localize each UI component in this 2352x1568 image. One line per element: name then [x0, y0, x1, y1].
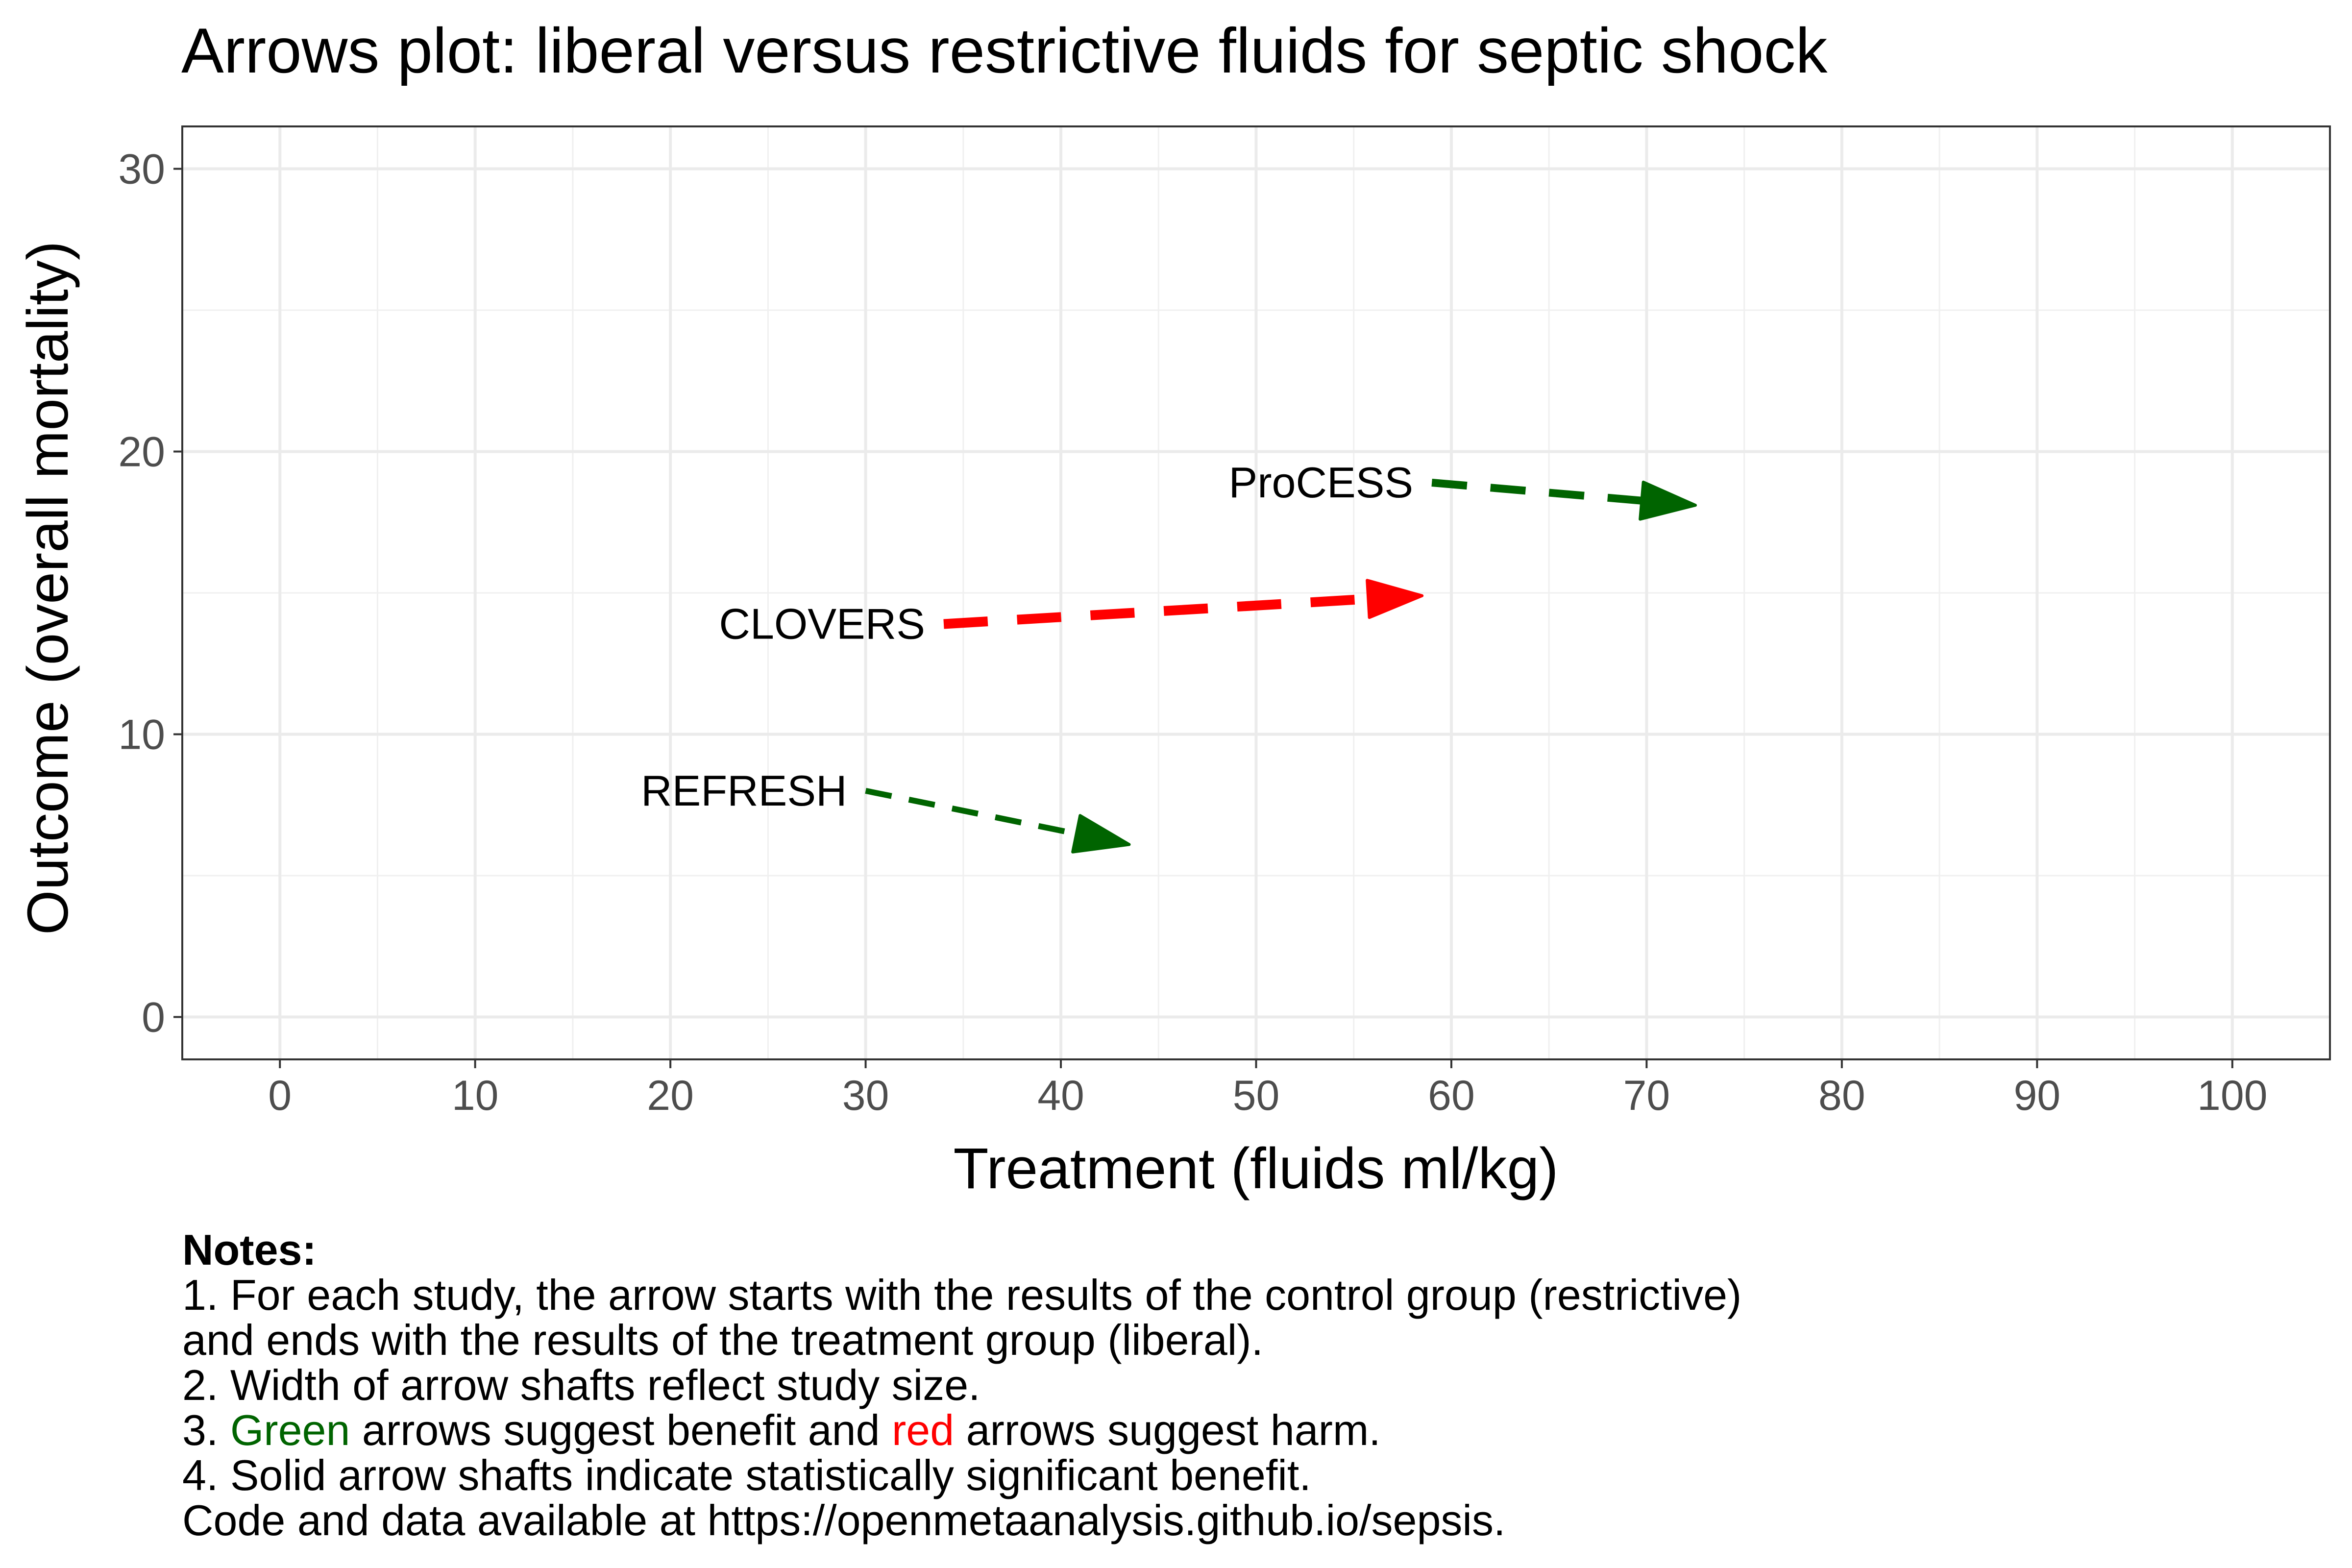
notes-line-6: Code and data available at https://openm…: [182, 1496, 1506, 1544]
notes-line-1: 1. For each study, the arrow starts with…: [182, 1271, 1742, 1319]
arrow-head: [1639, 480, 1697, 521]
notes-line-4: 3. Green arrows suggest benefit and red …: [182, 1408, 1741, 1453]
chart-title: Arrows plot: liberal versus restrictive …: [181, 15, 1828, 86]
arrow-refresh: REFRESH: [641, 766, 1131, 854]
x-tick-label: 20: [647, 1072, 694, 1119]
arrow-shaft: [943, 594, 1369, 629]
arrow-head: [1071, 814, 1131, 854]
x-tick-label: 10: [452, 1072, 499, 1119]
arrow-label: REFRESH: [641, 766, 847, 815]
y-axis-title: Outcome (overall mortality): [16, 241, 80, 935]
notes-line-4-middle: arrows suggest benefit and: [350, 1406, 892, 1454]
x-tick-label: 40: [1037, 1072, 1084, 1119]
y-tick-label: 30: [118, 146, 165, 193]
arrow-clovers: CLOVERS: [719, 579, 1424, 648]
grid: [182, 126, 2330, 1059]
arrow-label: ProCESS: [1229, 458, 1414, 507]
y-tick-label: 20: [118, 429, 165, 476]
x-tick-label: 30: [842, 1072, 889, 1119]
notes-red-word: red: [891, 1406, 955, 1454]
x-tick-label: 80: [1818, 1072, 1865, 1119]
arrow-label: CLOVERS: [719, 599, 925, 648]
arrow-shaft: [1431, 479, 1642, 505]
arrow-process: ProCESS: [1229, 458, 1697, 521]
notes-green-word: Green: [230, 1406, 350, 1454]
notes-block: Notes: 1. For each study, the arrow star…: [182, 1227, 1741, 1543]
notes-heading: Notes:: [182, 1225, 317, 1274]
x-axis-title: Treatment (fluids ml/kg): [954, 1136, 1559, 1201]
x-tick-label: 90: [2013, 1072, 2060, 1119]
x-tick-label: 0: [268, 1072, 292, 1119]
x-tick-label: 100: [2197, 1072, 2268, 1119]
y-tick-label: 0: [142, 994, 165, 1041]
notes-line-4-suffix: arrows suggest harm.: [954, 1406, 1381, 1454]
y-tick-label: 10: [118, 711, 165, 758]
arrows-layer: REFRESH CLOVERS ProCESS: [641, 458, 1697, 854]
notes-line-3: 2. Width of arrow shafts reflect study s…: [182, 1361, 980, 1409]
x-tick-label: 60: [1428, 1072, 1475, 1119]
arrow-head: [1366, 579, 1424, 619]
notes-line-2: and ends with the results of the treatme…: [182, 1316, 1264, 1364]
notes-line-4-prefix: 3.: [182, 1406, 230, 1454]
axes: 0 10 20 30 40 50 60 70 80 90 100 0 10 20 30: [118, 146, 2267, 1119]
notes-line-5: 4. Solid arrow shafts indicate statistic…: [182, 1451, 1311, 1499]
arrow-shaft: [865, 787, 1077, 837]
x-tick-label: 70: [1623, 1072, 1670, 1119]
x-tick-label: 50: [1233, 1072, 1280, 1119]
